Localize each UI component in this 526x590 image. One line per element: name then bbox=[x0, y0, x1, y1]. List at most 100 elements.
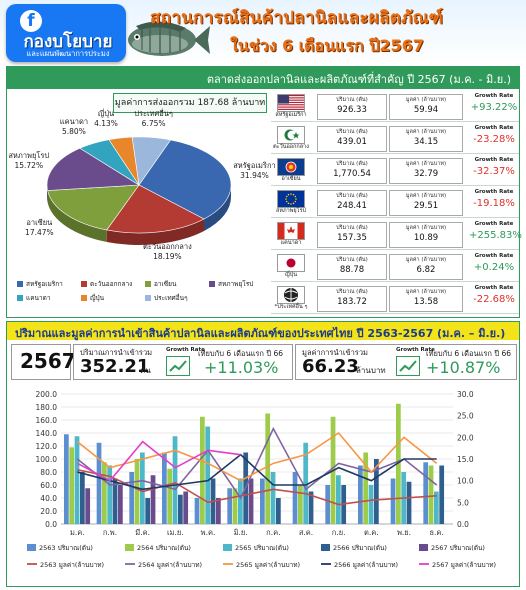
import-title-band: ปริมาณและมูลค่าการนำเข้าสินค้าปลานิลและผ… bbox=[7, 322, 519, 340]
pie-label-name: แคนาดา bbox=[59, 116, 89, 126]
legend-label: 2563 ปริมาณ(ตัน) bbox=[39, 544, 93, 552]
bar bbox=[439, 465, 445, 524]
growth-cell: Growth Rate -32.37% bbox=[469, 157, 519, 177]
pie-label-name: สหภาพยุโรป bbox=[8, 150, 50, 160]
val-header: มูลค่า (ล้านบาท) bbox=[405, 225, 447, 231]
bar bbox=[292, 472, 298, 524]
country-name: ญี่ปุ่น bbox=[285, 272, 297, 278]
asean-flag bbox=[277, 158, 305, 176]
legend-label: 2567 ปริมาณ(ตัน) bbox=[431, 544, 485, 552]
qty-value: 183.72 bbox=[337, 297, 367, 307]
country-row: ตะวันออกกลาง ปริมาณ (ตัน) 439.01 มูลค่า (ล้… bbox=[271, 123, 519, 154]
legend-label: ตะวันออกกลาง bbox=[90, 280, 133, 288]
val-header: มูลค่า (ล้านบาท) bbox=[405, 97, 447, 103]
bar bbox=[374, 459, 379, 524]
bar bbox=[118, 485, 123, 524]
y-left-tick: 40.0 bbox=[40, 494, 57, 503]
bar bbox=[238, 478, 243, 524]
value-line bbox=[77, 469, 437, 506]
y-left-tick: 0.0 bbox=[45, 520, 57, 529]
growth-cell: Growth Rate +93.22% bbox=[469, 93, 519, 113]
bar bbox=[167, 468, 173, 524]
pie-legend-item: ตะวันออกกลาง bbox=[81, 279, 132, 289]
import-val-box: มูลค่าการนำเข้ารวม 66.23 ล้านบาท Growth … bbox=[295, 344, 517, 380]
legend-swatch bbox=[81, 295, 87, 301]
pie-slice-side bbox=[106, 218, 205, 245]
import-val-value: 66.23 bbox=[302, 356, 359, 377]
bar bbox=[325, 485, 331, 524]
value-line bbox=[77, 453, 437, 491]
canada-flag bbox=[277, 222, 305, 240]
qty-value: 157.35 bbox=[337, 233, 367, 243]
bar bbox=[406, 481, 412, 524]
country-row: แคนาดา ปริมาณ (ตัน) 157.35 มูลค่า (ล้านบาท)… bbox=[271, 219, 522, 250]
bar bbox=[205, 426, 211, 524]
y-right-tick: 10.0 bbox=[457, 477, 474, 486]
pie-label: สหภาพยุโรป 15.72% bbox=[8, 151, 49, 171]
bar bbox=[178, 494, 183, 524]
qty-cell: ปริมาณ (ตัน) 183.72 bbox=[317, 286, 387, 312]
pie-label-percent: 17.47% bbox=[25, 227, 54, 237]
legend-label: ประเทศอื่นๆ bbox=[154, 294, 188, 302]
pie-label: ญี่ปุ่น 4.13% bbox=[94, 109, 118, 129]
y-left-tick: 180.0 bbox=[36, 403, 58, 412]
us-flag bbox=[277, 94, 305, 112]
country-name: *ประเทศอื่น ๆ bbox=[274, 304, 308, 310]
legend-label: 2563 มูลค่า(ล้านบาท) bbox=[40, 561, 104, 569]
country-row: สหภาพยุโรป ปริมาณ (ตัน) 248.41 มูลค่า (ล้าน… bbox=[271, 187, 519, 218]
growth-value: +93.22% bbox=[470, 102, 518, 113]
bar bbox=[428, 465, 434, 524]
pie-legend-item: แคนาดา bbox=[17, 293, 51, 303]
pie-slice bbox=[131, 136, 172, 186]
country-row: *ประเทศอื่น ๆ ปริมาณ (ตัน) 183.72 มูลค่า (ล… bbox=[271, 283, 519, 314]
import-val-unit: ล้านบาท bbox=[356, 366, 386, 375]
bar bbox=[368, 485, 374, 524]
qty-compare-label: เทียบกับ 6 เดือนแรก ปี 66 bbox=[198, 349, 284, 358]
x-tick: ก.ค. bbox=[266, 528, 280, 537]
val-cell: มูลค่า (ล้านบาท) 13.58 bbox=[389, 286, 463, 312]
growth-header: Growth Rate bbox=[474, 221, 514, 227]
country-name: ตะวันออกกลาง bbox=[273, 144, 309, 150]
x-tick: ส.ค. bbox=[299, 528, 313, 537]
growth-value: -19.18% bbox=[473, 198, 515, 209]
import-combo-chart: 0.0 20.0 40.0 60.0 80.0 100.0 120.0 140.0 160.0 1… bbox=[27, 390, 496, 569]
logo-subtext: และแผนพัฒนาการประมง bbox=[26, 49, 110, 58]
pie-label-name: อาเซียน bbox=[26, 217, 53, 227]
y-right-tick: 15.0 bbox=[457, 455, 474, 464]
growth-header: Growth Rate bbox=[474, 93, 514, 99]
pie-label: อาเซียน 17.47% bbox=[25, 218, 54, 238]
val-value: 32.79 bbox=[413, 169, 439, 179]
qty-value: 88.78 bbox=[339, 265, 365, 275]
val-value: 59.94 bbox=[413, 105, 439, 115]
header-banner: f กองบโยบาย และแผนพัฒนาการประมง สถานการณ… bbox=[0, 0, 526, 64]
bar bbox=[265, 413, 271, 524]
facebook-icon: f bbox=[20, 10, 42, 32]
qty-cell: ปริมาณ (ตัน) 1,770.54 bbox=[317, 158, 387, 184]
bar bbox=[112, 478, 118, 524]
pie-label-name: ประเทศอื่นๆ bbox=[134, 108, 173, 118]
growth-value: +0.24% bbox=[473, 262, 515, 273]
qty-header: ปริมาณ (ตัน) bbox=[336, 193, 368, 199]
growth-header: Growth Rate bbox=[474, 285, 514, 291]
y-left-tick: 20.0 bbox=[40, 507, 57, 516]
val-growth-label: Growth Rate bbox=[396, 347, 435, 353]
import-section: ปริมาณและมูลค่าการนำเข้าสินค้าปลานิลและผ… bbox=[6, 321, 520, 587]
y-right-tick: 25.0 bbox=[457, 412, 474, 421]
country-row: สหรัฐอเมริกา ปริมาณ (ตัน) 926.33 มูลค่า (ล้… bbox=[271, 91, 519, 122]
pie-label-percent: 4.13% bbox=[94, 119, 118, 129]
qty-value: 926.33 bbox=[337, 105, 367, 115]
pie-slice bbox=[47, 184, 140, 231]
bar bbox=[423, 462, 429, 524]
legend-label: 2565 มูลค่า(ล้านบาท) bbox=[236, 561, 300, 569]
bar bbox=[336, 475, 341, 524]
tilapia-fish-icon bbox=[128, 21, 210, 56]
val-cell: มูลค่า (ล้านบาท) 6.82 bbox=[389, 254, 463, 280]
x-tick: มิ.ย. bbox=[234, 528, 248, 537]
value-line bbox=[76, 431, 438, 482]
pie-label-name: ตะวันออกกลาง bbox=[142, 242, 192, 252]
pie-slice bbox=[138, 139, 232, 220]
country-name: สหรัฐอเมริกา bbox=[275, 112, 307, 118]
growth-value: +255.83% bbox=[469, 230, 522, 241]
legend-swatch bbox=[321, 544, 330, 551]
legend-label: 2567 มูลค่า(ล้านบาท) bbox=[432, 561, 496, 569]
